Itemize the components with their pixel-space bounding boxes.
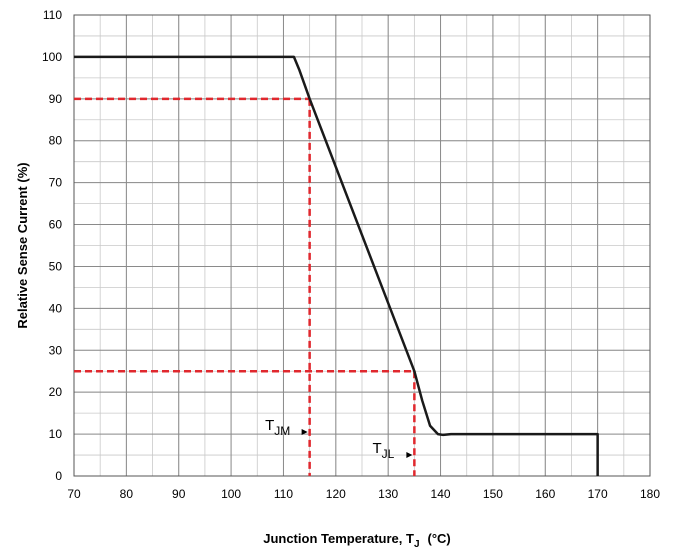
annotation-subscript: JM bbox=[274, 424, 290, 438]
y-tick-label: 40 bbox=[49, 301, 63, 315]
x-tick-label: 180 bbox=[640, 487, 660, 501]
y-tick-label: 70 bbox=[49, 176, 63, 190]
y-tick-label: 30 bbox=[49, 343, 63, 357]
y-tick-label: 110 bbox=[43, 8, 62, 22]
annotation-arrow-head bbox=[301, 428, 308, 435]
x-axis-title-main: Junction Temperature, T bbox=[263, 531, 414, 546]
x-tick-label: 170 bbox=[588, 487, 608, 501]
annotation-label: TJL bbox=[372, 440, 394, 461]
x-tick-label: 120 bbox=[326, 487, 346, 501]
annotation-main: T bbox=[372, 440, 381, 457]
x-tick-label: 70 bbox=[67, 487, 81, 501]
y-tick-label: 50 bbox=[49, 259, 63, 273]
x-axis-title-unit: (°C) bbox=[428, 531, 451, 546]
series-line bbox=[74, 55, 599, 476]
y-tick-label: 20 bbox=[49, 385, 63, 399]
x-tick-label: 140 bbox=[431, 487, 451, 501]
x-tick-label: 160 bbox=[535, 487, 555, 501]
y-axis-title: Relative Sense Current (%) bbox=[15, 162, 30, 328]
x-tick-label: 130 bbox=[378, 487, 398, 501]
x-axis-title: Junction Temperature, TJ (°C) bbox=[263, 531, 451, 550]
y-tick-label: 60 bbox=[49, 218, 63, 232]
y-tick-label: 100 bbox=[42, 50, 62, 64]
plot-frame bbox=[73, 14, 651, 477]
series-layer bbox=[74, 55, 599, 476]
y-tick-labels: 0 10 20 30 40 50 60 70 80 90 100 110 bbox=[42, 8, 62, 483]
annotation-main: T bbox=[265, 417, 274, 434]
minor-grid bbox=[73, 14, 651, 477]
annotation-arrow-head bbox=[406, 452, 413, 459]
x-tick-label: 100 bbox=[221, 487, 241, 501]
y-tick-label: 90 bbox=[49, 92, 63, 106]
x-tick-label: 80 bbox=[120, 487, 134, 501]
reference-lines bbox=[74, 97, 416, 476]
y-tick-label: 10 bbox=[49, 427, 63, 441]
x-tick-label: 90 bbox=[172, 487, 186, 501]
x-tick-label: 110 bbox=[274, 487, 293, 501]
x-tick-label: 150 bbox=[483, 487, 503, 501]
annotation-label: TJM bbox=[265, 417, 290, 438]
y-tick-label: 80 bbox=[49, 134, 63, 148]
y-tick-label: 0 bbox=[55, 469, 62, 483]
x-tick-labels: 70 80 90 100 110 120 130 140 150 160 170 180 bbox=[67, 487, 660, 501]
annotation-subscript: JL bbox=[382, 447, 395, 461]
x-axis-title-subscript: J bbox=[414, 539, 420, 550]
